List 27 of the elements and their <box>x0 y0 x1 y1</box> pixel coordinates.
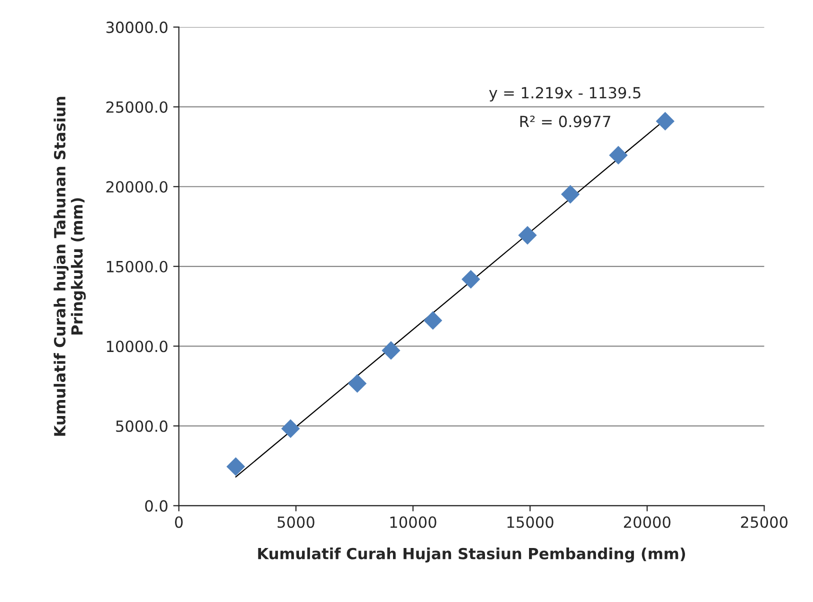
point <box>382 341 400 360</box>
annotation: y = 1.219x - 1139.5 <box>489 86 640 102</box>
point <box>281 419 300 438</box>
y-tick-label: 30000.0 <box>106 22 168 34</box>
y-tick-label: 0.0 <box>145 500 168 512</box>
point <box>609 146 628 165</box>
y-tick-label: 20000.0 <box>106 181 168 193</box>
x-tick-label: 15000 <box>507 516 554 528</box>
y-tick-label: 10000.0 <box>106 340 168 352</box>
x-axis-title: Kumulatif Curah Hujan Stasiun Pembanding (mm) <box>258 548 686 562</box>
point <box>561 184 580 204</box>
point <box>424 311 442 330</box>
y-tick-label: 5000.0 <box>116 420 168 432</box>
point <box>462 270 480 289</box>
y-tick-label: 15000.0 <box>106 260 168 272</box>
point <box>656 112 674 131</box>
x-tick-label: 0 <box>175 516 183 528</box>
y-tick-label: 25000.0 <box>106 101 168 113</box>
y-axis-title: Kumulatif Curah hujan Tahunan Stasiun Pringkuku (mm) <box>54 96 86 436</box>
point <box>518 226 537 245</box>
point <box>226 457 246 476</box>
point <box>348 374 367 393</box>
x-tick-label: 5000 <box>278 516 314 528</box>
x-tick-label: 10000 <box>390 516 436 528</box>
x-tick-label: 25000 <box>741 516 788 528</box>
x-tick-label: 20000 <box>624 516 670 528</box>
annotation: R² = 0.9977 <box>520 116 610 128</box>
